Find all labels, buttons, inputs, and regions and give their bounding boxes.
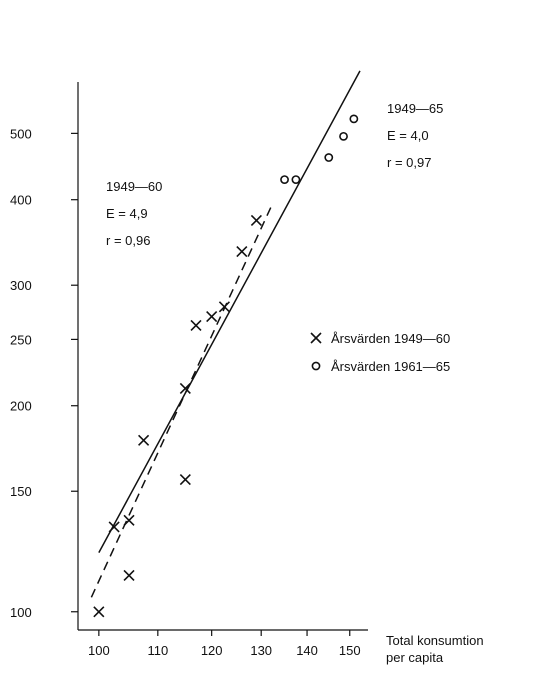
annotation-period: 1949—65 <box>387 101 443 116</box>
x-tick-label-140: 140 <box>296 643 318 658</box>
point-o-2 <box>324 153 334 162</box>
x-tick-label-130: 130 <box>250 643 272 658</box>
x-ticks: 100 110 120 130 140 150 <box>88 630 361 658</box>
legend-marker-x <box>310 332 322 344</box>
point-x-4 <box>138 434 150 446</box>
annotation-elasticity: E = 4,9 <box>106 206 148 221</box>
y-tick-label-200: 200 <box>10 399 32 414</box>
annotation-correlation: r = 0,96 <box>106 233 150 248</box>
x-axis-label: Total konsumtion per capita <box>386 633 484 665</box>
point-o-0 <box>280 175 289 184</box>
point-x-5 <box>179 382 191 394</box>
point-x-10 <box>236 245 248 258</box>
y-tick-label-400: 400 <box>10 193 32 208</box>
data-points <box>93 114 359 618</box>
annotation-elasticity: E = 4,0 <box>387 128 429 143</box>
point-o-3 <box>339 131 348 141</box>
y-tick-label-500: 500 <box>10 126 32 141</box>
annotation-period: 1949—60 <box>106 179 162 194</box>
point-x-8 <box>206 310 218 323</box>
x-tick-label-150: 150 <box>339 643 361 658</box>
x-axis-label-line-1: Total konsumtion <box>386 633 484 648</box>
point-x-2 <box>123 514 135 526</box>
x-tick-label-120: 120 <box>201 643 223 658</box>
y-tick-label-150: 150 <box>10 484 32 499</box>
y-tick-label-100: 100 <box>10 605 32 620</box>
annotation-correlation: r = 0,97 <box>387 155 431 170</box>
legend-label-1949-60: Årsvärden 1949—60 <box>331 331 450 346</box>
point-o-4 <box>349 114 359 124</box>
point-o-1 <box>291 175 301 184</box>
fit-annotation-1949-65: 1949—65 E = 4,0 r = 0,97 <box>387 101 443 170</box>
y-tick-label-300: 300 <box>10 278 32 293</box>
legend: Årsvärden 1949—60 Årsvärden 1961—65 <box>310 331 450 374</box>
point-x-6 <box>179 474 191 486</box>
point-x-7 <box>190 319 202 332</box>
legend-marker-o <box>311 361 321 371</box>
x-axis-label-line-2: per capita <box>386 650 444 665</box>
x-tick-label-100: 100 <box>88 643 110 658</box>
y-ticks: 100 150 200 250 300 400 500 <box>10 126 78 620</box>
axes <box>77 82 368 631</box>
fit-annotation-1949-60: 1949—60 E = 4,9 r = 0,96 <box>106 179 162 248</box>
legend-label-1961-65: Årsvärden 1961—65 <box>331 359 450 374</box>
point-x-11 <box>250 214 262 227</box>
point-x-0 <box>93 606 105 618</box>
point-x-9 <box>218 301 230 313</box>
x-tick-label-110: 110 <box>147 643 168 658</box>
point-x-3 <box>123 569 135 581</box>
y-tick-label-250: 250 <box>10 332 32 347</box>
point-x-1 <box>108 521 120 533</box>
